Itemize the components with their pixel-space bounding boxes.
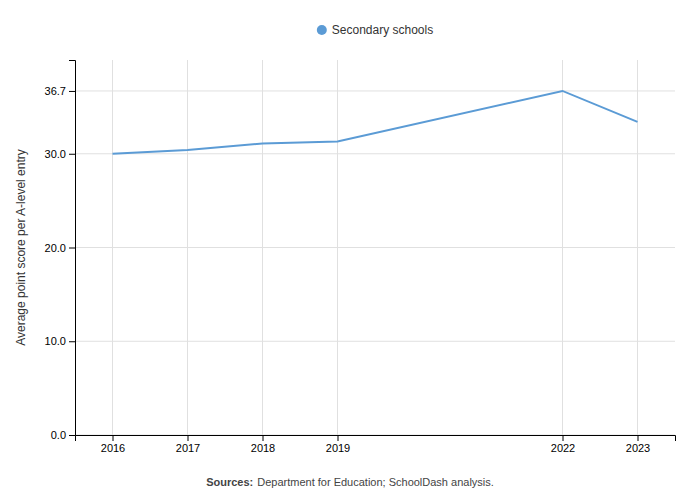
source-note: Sources: Department for Education; School… bbox=[206, 476, 494, 488]
x-tick-mark bbox=[638, 435, 639, 441]
legend-swatch bbox=[317, 25, 327, 35]
y-axis-title: Average point score per A-level entry bbox=[14, 149, 28, 346]
x-grid-line bbox=[112, 60, 113, 435]
y-tick-label: 30.0 bbox=[45, 148, 66, 160]
x-tick-label: 2016 bbox=[101, 442, 125, 454]
x-grid-line bbox=[562, 60, 563, 435]
grid bbox=[75, 60, 675, 435]
x-axis-line bbox=[76, 436, 676, 442]
x-tick: 2017 bbox=[176, 435, 200, 454]
x-tick-label: 2017 bbox=[176, 442, 200, 454]
y-tick: 30.0 bbox=[45, 148, 75, 160]
x-tick-label: 2023 bbox=[626, 442, 650, 454]
legend-label: Secondary schools bbox=[332, 23, 433, 37]
y-tick-label: 10.0 bbox=[45, 335, 66, 347]
source-text: Department for Education; SchoolDash ana… bbox=[257, 476, 494, 488]
x-tick: 2018 bbox=[251, 435, 275, 454]
chart: 2016 2017 2018 2019 2022 2023 0.0 10.0 20.0 30.0 3… bbox=[0, 0, 700, 500]
x-tick-mark bbox=[338, 435, 339, 441]
source-label: Sources: bbox=[206, 476, 253, 488]
x-tick-label: 2018 bbox=[251, 442, 275, 454]
y-axis-line bbox=[69, 61, 76, 436]
x-grid-line bbox=[262, 60, 263, 435]
x-tick-mark bbox=[563, 435, 564, 441]
marks bbox=[113, 91, 638, 154]
x-tick-label: 2022 bbox=[551, 442, 575, 454]
y-tick-label: 36.7 bbox=[45, 85, 66, 97]
y-tick-mark bbox=[69, 154, 75, 155]
y-tick: 36.7 bbox=[45, 85, 75, 97]
y-tick: 0.0 bbox=[51, 429, 75, 441]
y-tick-mark bbox=[69, 435, 75, 436]
y-tick-mark bbox=[69, 341, 75, 342]
y-axis: 0.0 10.0 20.0 30.0 36.7 bbox=[45, 61, 76, 442]
y-tick-mark bbox=[69, 248, 75, 249]
y-grid-line bbox=[75, 90, 675, 91]
x-tick: 2023 bbox=[626, 435, 650, 454]
x-tick: 2022 bbox=[551, 435, 575, 454]
plot: 2016 2017 2018 2019 2022 2023 0.0 10.0 20.0 30.0 3… bbox=[14, 60, 676, 454]
y-grid-line bbox=[75, 153, 675, 154]
legend: Secondary schools bbox=[317, 23, 433, 37]
x-tick: 2016 bbox=[101, 435, 125, 454]
x-tick: 2019 bbox=[326, 435, 350, 454]
x-grid-line bbox=[337, 60, 338, 435]
x-tick-label: 2019 bbox=[326, 442, 350, 454]
y-tick-mark bbox=[69, 91, 75, 92]
x-tick-mark bbox=[263, 435, 264, 441]
y-tick-label: 0.0 bbox=[51, 429, 66, 441]
legend-item: Secondary schools bbox=[317, 23, 433, 37]
y-tick-label: 20.0 bbox=[45, 242, 66, 254]
y-grid-line bbox=[75, 247, 675, 248]
y-tick: 10.0 bbox=[45, 335, 75, 347]
line bbox=[113, 91, 638, 154]
x-tick-mark bbox=[113, 435, 114, 441]
y-tick: 20.0 bbox=[45, 242, 75, 254]
x-grid-line bbox=[187, 60, 188, 435]
y-grid-line bbox=[75, 341, 675, 342]
x-axis: 2016 2017 2018 2019 2022 2023 bbox=[76, 435, 676, 454]
x-tick-mark bbox=[188, 435, 189, 441]
x-grid-line bbox=[637, 60, 638, 435]
